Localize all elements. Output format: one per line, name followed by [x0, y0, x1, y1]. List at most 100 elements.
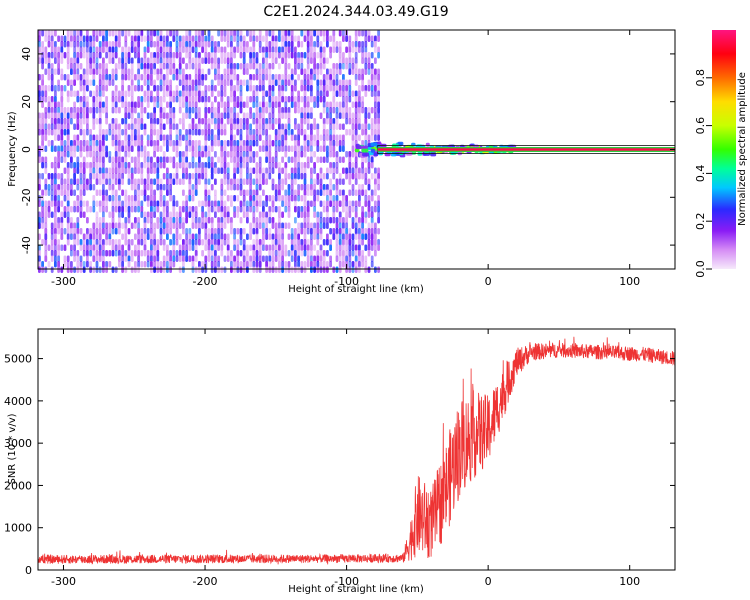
spectrogram-cell [134, 200, 137, 207]
spectrogram-cell [66, 173, 70, 180]
spectrogram-cell [335, 63, 339, 70]
spectrogram-cell [201, 90, 204, 97]
spectrogram-cell [252, 255, 256, 262]
spectrogram-cell [220, 195, 224, 202]
spectrogram-cell [255, 101, 259, 108]
spectrogram-cell [98, 46, 102, 53]
spectrogram-cell [102, 266, 105, 273]
spectrogram-cell [169, 79, 172, 86]
spectrogram-cell [214, 266, 217, 273]
spectrogram-cell [114, 162, 118, 169]
spectrogram-cell [217, 134, 220, 141]
spectrogram-cell [111, 184, 115, 191]
spectrogram-cell [226, 211, 230, 218]
spectrogram-cell [66, 239, 70, 246]
spectrogram-cell [364, 156, 368, 163]
spectrogram-cell [332, 162, 336, 169]
spectrogram-cell [159, 68, 163, 75]
spectrogram-cell [214, 261, 217, 268]
spectrogram-cell [249, 107, 252, 114]
spectrogram-cell [150, 140, 153, 147]
spectrogram-cell [143, 211, 147, 218]
spectrogram-cell [194, 162, 198, 169]
spectrogram-cell [249, 145, 252, 152]
spectrogram-cell [217, 68, 220, 75]
spectrogram-cell [38, 85, 41, 92]
spectrogram-cell [201, 151, 204, 158]
spectrogram-cell [172, 57, 176, 64]
spectrogram-cell [236, 140, 240, 147]
spectrogram-cell [233, 140, 236, 147]
spectrogram-cell [134, 107, 137, 114]
spectrogram-cell [230, 184, 233, 191]
spectrogram-cell [98, 140, 102, 147]
spectrogram-cell [284, 178, 288, 185]
spectrogram-cell [246, 162, 249, 169]
spectrogram-cell [41, 189, 44, 196]
spectrogram-cell [374, 200, 377, 207]
spectrogram-cell [150, 233, 153, 240]
spectrogram-cell [201, 206, 204, 213]
spectrogram-cell [169, 112, 172, 119]
spectrogram-cell [374, 173, 377, 180]
spectrogram-cell [63, 228, 67, 235]
spectrogram-cell [354, 255, 358, 262]
spectrogram-cell [63, 206, 67, 213]
spectrogram-cell [86, 162, 89, 169]
spectrogram-cell [137, 222, 140, 229]
spectrogram-cell [204, 46, 208, 53]
spectrogram-cell [233, 46, 236, 53]
spectrogram-cell [374, 101, 377, 108]
spectrogram-cell [166, 167, 169, 174]
spectrogram-cell [191, 151, 195, 158]
spectrogram-cell [233, 30, 236, 37]
spectrogram-cell [121, 162, 124, 169]
spectrogram-cell [146, 140, 150, 147]
spectrogram-cell [50, 140, 54, 147]
spectrogram-cell [194, 41, 198, 48]
spectrogram-cell [140, 107, 144, 114]
spectrogram-cell [294, 151, 297, 158]
spectrogram-cell [281, 74, 284, 81]
spectrogram-cell [348, 129, 352, 136]
spectrogram-cell [134, 123, 137, 130]
spectrogram-cell [198, 151, 201, 158]
spectrogram-cell [204, 244, 208, 251]
colorbar-gradient [712, 30, 736, 269]
spectrogram-cell [316, 195, 320, 202]
spectrogram-cell [108, 250, 112, 257]
spectrogram-cell [140, 173, 144, 180]
spectrogram-cell [102, 189, 105, 196]
spectrogram-cell [223, 189, 227, 196]
spectrogram-cell [194, 63, 198, 70]
spectrogram-cell [38, 129, 41, 136]
spectrogram-cell [191, 184, 195, 191]
spectrogram-cell [156, 74, 160, 81]
spectrogram-cell [278, 228, 281, 235]
spectrogram-cell [217, 156, 220, 163]
spectrogram-cell [146, 167, 150, 174]
spectrogram-cell [92, 90, 96, 97]
spectrogram-cell [38, 195, 41, 202]
spectrogram-cell [76, 156, 80, 163]
spectrogram-cell [284, 123, 288, 130]
spectrogram-cell [111, 57, 115, 64]
spectrogram-cell [153, 195, 156, 202]
tone-line [377, 148, 675, 151]
spectrogram-cell [242, 266, 246, 273]
spectrogram-cell [118, 184, 121, 191]
spectrogram-cell [102, 79, 105, 86]
spectrogram-cell [95, 233, 99, 240]
spectrogram-cell [185, 90, 188, 97]
spectrogram-cell [198, 266, 201, 273]
spectrogram-cell [207, 129, 211, 136]
spectrogram-cell [220, 151, 224, 158]
spectrogram-cell [358, 255, 361, 262]
spectrogram-cell [95, 228, 99, 235]
spectrogram-cell [338, 211, 342, 218]
spectrogram-cell [111, 200, 115, 207]
spectrogram-cell [297, 206, 300, 213]
spectrogram-cell [290, 250, 294, 257]
spectrogram-cell [191, 233, 195, 240]
spectrogram-cell [306, 189, 310, 196]
